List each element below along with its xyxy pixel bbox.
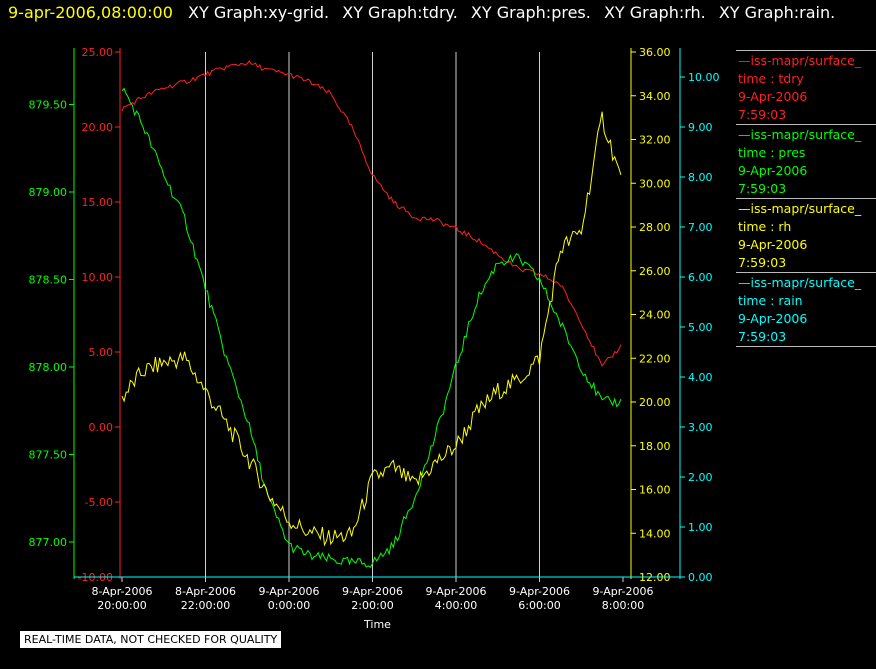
pres-tick-label: 878.50 bbox=[29, 274, 68, 287]
rain-tick-label: 7.00 bbox=[688, 221, 713, 234]
legend-time: 7:59:03 bbox=[738, 255, 787, 270]
rh-tick-label: 28.00 bbox=[639, 221, 671, 234]
x-tick-label-date: 9-Apr-2006 bbox=[509, 585, 570, 598]
legend-label: time : pres bbox=[738, 145, 806, 160]
x-tick-label-date: 9-Apr-2006 bbox=[425, 585, 486, 598]
pres-tick-label: 877.00 bbox=[29, 536, 68, 549]
x-tick-label-time: 22:00:00 bbox=[181, 599, 230, 612]
series-line-pres bbox=[121, 87, 622, 569]
tdry-tick-label: 5.00 bbox=[89, 346, 114, 359]
tdry-tick-label: -5.00 bbox=[85, 496, 113, 509]
rain-tick-label: 4.00 bbox=[688, 371, 713, 384]
legend-entry-rain: —iss-mapr/surface_ time : rain 9-Apr-200… bbox=[736, 272, 876, 346]
rain-tick-label: 3.00 bbox=[688, 421, 713, 434]
header-title-tdry: XY Graph:tdry. bbox=[342, 3, 458, 22]
series-line-rh bbox=[121, 111, 622, 547]
x-tick-label-date: 8-Apr-2006 bbox=[91, 585, 152, 598]
legend: —iss-mapr/surface_ time : tdry 9-Apr-200… bbox=[736, 50, 876, 348]
header: 9-apr-2006,08:00:00 XY Graph:xy-grid. XY… bbox=[8, 3, 843, 22]
legend-name: —iss-mapr/surface_ bbox=[738, 53, 862, 68]
x-tick-label-date: 9-Apr-2006 bbox=[342, 585, 403, 598]
rh-tick-label: 32.00 bbox=[639, 134, 671, 147]
legend-date: 9-Apr-2006 bbox=[738, 311, 808, 326]
rh-tick-label: 34.00 bbox=[639, 90, 671, 103]
rh-tick-label: 36.00 bbox=[639, 46, 671, 59]
legend-time: 7:59:03 bbox=[738, 107, 787, 122]
legend-name: —iss-mapr/surface_ bbox=[738, 275, 862, 290]
pres-tick-label: 878.00 bbox=[29, 361, 68, 374]
series-line-tdry bbox=[121, 60, 622, 367]
legend-entry-tdry: —iss-mapr/surface_ time : tdry 9-Apr-200… bbox=[736, 50, 876, 124]
legend-label: time : rain bbox=[738, 293, 803, 308]
x-tick-label-time: 0:00:00 bbox=[268, 599, 310, 612]
x-tick-label-time: 8:00:00 bbox=[602, 599, 644, 612]
tdry-tick-label: 20.00 bbox=[82, 121, 114, 134]
rh-tick-label: 26.00 bbox=[639, 265, 671, 278]
rain-tick-label: 6.00 bbox=[688, 271, 713, 284]
rain-tick-label: 1.00 bbox=[688, 521, 713, 534]
rain-tick-label: 0.00 bbox=[688, 571, 713, 584]
legend-time: 7:59:03 bbox=[738, 329, 787, 344]
rain-tick-label: 9.00 bbox=[688, 121, 713, 134]
legend-label: time : rh bbox=[738, 219, 792, 234]
rain-tick-label: 10.00 bbox=[688, 71, 720, 84]
legend-label: time : tdry bbox=[738, 71, 804, 86]
x-tick-label-date: 9-Apr-2006 bbox=[592, 585, 653, 598]
rh-tick-label: 22.00 bbox=[639, 352, 671, 365]
legend-date: 9-Apr-2006 bbox=[738, 237, 808, 252]
rh-tick-label: 20.00 bbox=[639, 396, 671, 409]
rh-tick-label: 30.00 bbox=[639, 177, 671, 190]
rh-tick-label: 14.00 bbox=[639, 527, 671, 540]
header-date: 9-apr-2006,08:00:00 bbox=[8, 3, 173, 22]
x-tick-label-time: 2:00:00 bbox=[351, 599, 393, 612]
xy-plot: 8-Apr-200620:00:008-Apr-200622:00:009-Ap… bbox=[29, 46, 720, 631]
tdry-tick-label: 15.00 bbox=[82, 196, 114, 209]
x-tick-label-date: 9-Apr-2006 bbox=[258, 585, 319, 598]
quality-disclaimer: REAL-TIME DATA, NOT CHECKED FOR QUALITY bbox=[20, 631, 282, 648]
header-title-pres: XY Graph:pres. bbox=[470, 3, 591, 22]
legend-name: —iss-mapr/surface_ bbox=[738, 201, 862, 216]
legend-date: 9-Apr-2006 bbox=[738, 163, 808, 178]
pres-tick-label: 877.50 bbox=[29, 449, 68, 462]
x-axis-label: Time bbox=[363, 618, 391, 631]
header-title-grid: XY Graph:xy-grid. bbox=[188, 3, 330, 22]
pres-tick-label: 879.00 bbox=[29, 186, 68, 199]
rh-tick-label: 24.00 bbox=[639, 309, 671, 322]
x-tick-label-date: 8-Apr-2006 bbox=[175, 585, 236, 598]
rh-tick-label: 16.00 bbox=[639, 484, 671, 497]
rh-tick-label: 18.00 bbox=[639, 440, 671, 453]
x-tick-label-time: 6:00:00 bbox=[518, 599, 560, 612]
tdry-tick-label: 0.00 bbox=[89, 421, 114, 434]
rain-tick-label: 8.00 bbox=[688, 171, 713, 184]
legend-time: 7:59:03 bbox=[738, 181, 787, 196]
legend-divider bbox=[736, 346, 876, 348]
legend-entry-pres: —iss-mapr/surface_ time : pres 9-Apr-200… bbox=[736, 124, 876, 198]
x-tick-label-time: 4:00:00 bbox=[435, 599, 477, 612]
tdry-tick-label: 10.00 bbox=[82, 271, 114, 284]
tdry-tick-label: 25.00 bbox=[82, 46, 114, 59]
pres-tick-label: 879.50 bbox=[29, 99, 68, 112]
header-title-rain: XY Graph:rain. bbox=[718, 3, 836, 22]
x-tick-label-time: 20:00:00 bbox=[97, 599, 146, 612]
rain-tick-label: 2.00 bbox=[688, 471, 713, 484]
legend-name: —iss-mapr/surface_ bbox=[738, 127, 862, 142]
rain-tick-label: 5.00 bbox=[688, 321, 713, 334]
legend-entry-rh: —iss-mapr/surface_ time : rh 9-Apr-2006 … bbox=[736, 198, 876, 272]
legend-date: 9-Apr-2006 bbox=[738, 89, 808, 104]
header-title-rh: XY Graph:rh. bbox=[603, 3, 706, 22]
